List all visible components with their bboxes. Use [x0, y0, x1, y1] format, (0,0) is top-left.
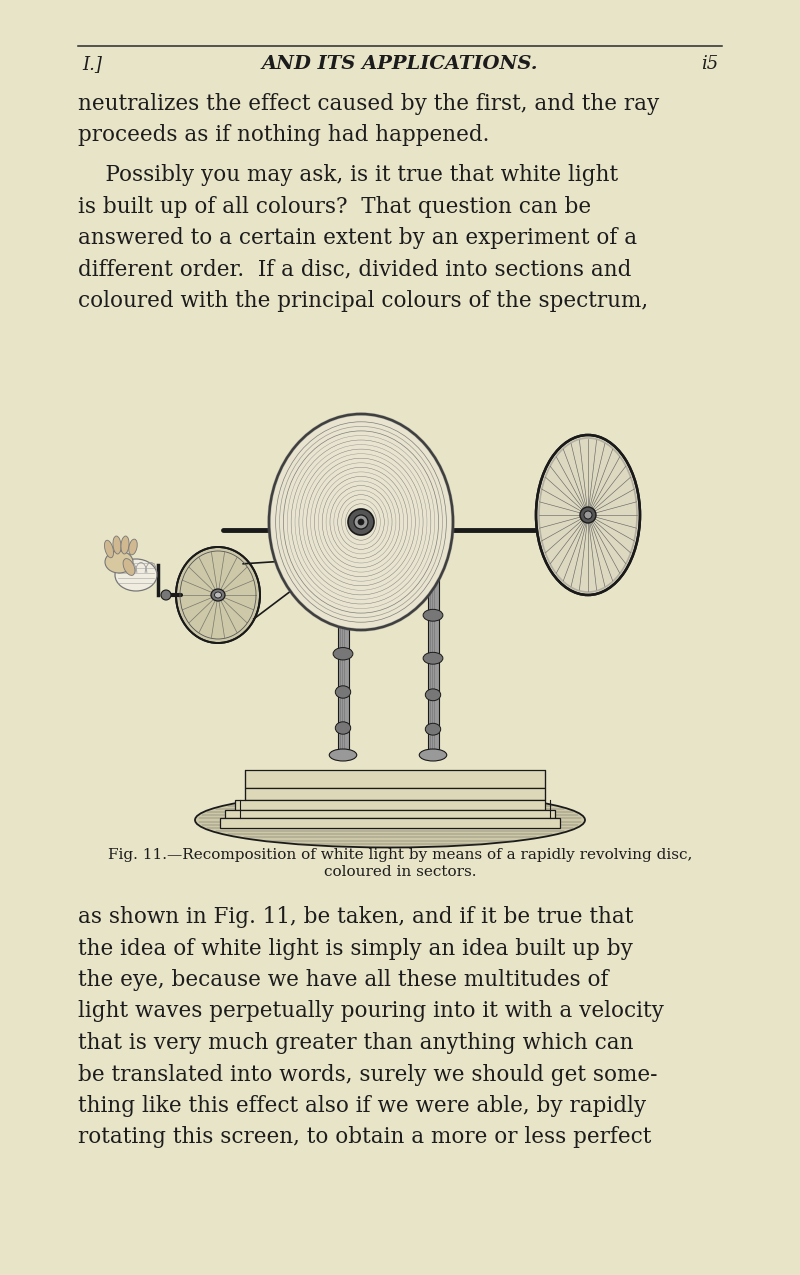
Ellipse shape [333, 603, 353, 615]
Ellipse shape [580, 507, 596, 523]
Ellipse shape [536, 435, 640, 595]
Ellipse shape [348, 509, 374, 536]
Ellipse shape [113, 536, 121, 553]
Ellipse shape [121, 536, 129, 553]
FancyBboxPatch shape [220, 819, 560, 827]
Ellipse shape [419, 748, 446, 761]
Text: is built up of all colours?  That question can be: is built up of all colours? That questio… [78, 195, 591, 218]
Ellipse shape [129, 539, 138, 555]
FancyBboxPatch shape [245, 770, 545, 788]
Text: be translated into words, surely we should get some-: be translated into words, surely we shou… [78, 1063, 658, 1085]
Text: AND ITS APPLICATIONS.: AND ITS APPLICATIONS. [262, 55, 538, 73]
Text: as shown in Fig. 11, be taken, and if it be true that: as shown in Fig. 11, be taken, and if it… [78, 907, 634, 928]
Text: light waves perpetually pouring into it with a velocity: light waves perpetually pouring into it … [78, 1001, 664, 1023]
Circle shape [334, 529, 352, 547]
Ellipse shape [333, 648, 353, 660]
Ellipse shape [358, 519, 364, 525]
Text: rotating this screen, to obtain a more or less perfect: rotating this screen, to obtain a more o… [78, 1127, 651, 1149]
Text: Fig. 11.—Recomposition of white light by means of a rapidly revolving disc,: Fig. 11.—Recomposition of white light by… [108, 848, 692, 862]
Text: answered to a certain extent by an experiment of a: answered to a certain extent by an exper… [78, 227, 637, 249]
FancyBboxPatch shape [245, 788, 545, 799]
Ellipse shape [123, 558, 135, 575]
Text: that is very much greater than anything which can: that is very much greater than anything … [78, 1031, 634, 1054]
Text: the idea of white light is simply an idea built up by: the idea of white light is simply an ide… [78, 937, 633, 960]
Text: i5: i5 [701, 55, 718, 73]
Ellipse shape [176, 547, 260, 643]
Text: different order.  If a disc, divided into sections and: different order. If a disc, divided into… [78, 259, 631, 280]
FancyBboxPatch shape [428, 541, 439, 755]
Text: proceeds as if nothing had happened.: proceeds as if nothing had happened. [78, 125, 490, 147]
Ellipse shape [426, 688, 441, 701]
Ellipse shape [419, 525, 431, 534]
FancyBboxPatch shape [235, 799, 545, 810]
Ellipse shape [426, 723, 441, 736]
Ellipse shape [319, 525, 331, 534]
Text: the eye, because we have all these multitudes of: the eye, because we have all these multi… [78, 969, 609, 991]
Ellipse shape [441, 525, 453, 534]
Ellipse shape [269, 414, 453, 630]
Ellipse shape [105, 541, 114, 557]
Ellipse shape [115, 558, 157, 592]
Ellipse shape [214, 592, 222, 598]
Text: thing like this effect also if we were able, by rapidly: thing like this effect also if we were a… [78, 1095, 646, 1117]
Ellipse shape [330, 748, 357, 761]
FancyBboxPatch shape [338, 530, 349, 755]
Ellipse shape [211, 589, 225, 601]
Ellipse shape [195, 793, 585, 848]
Ellipse shape [423, 609, 443, 621]
Circle shape [424, 539, 442, 557]
Ellipse shape [335, 686, 350, 699]
Ellipse shape [105, 551, 133, 572]
Ellipse shape [584, 511, 592, 519]
FancyBboxPatch shape [225, 810, 555, 819]
Text: coloured in sectors.: coloured in sectors. [324, 864, 476, 878]
Ellipse shape [335, 722, 350, 734]
Ellipse shape [423, 653, 443, 664]
Circle shape [161, 590, 171, 601]
Text: I.]: I.] [82, 55, 102, 73]
Text: coloured with the principal colours of the spectrum,: coloured with the principal colours of t… [78, 289, 648, 312]
Text: Possibly you may ask, is it true that white light: Possibly you may ask, is it true that wh… [78, 164, 618, 186]
Ellipse shape [426, 566, 441, 578]
Ellipse shape [354, 515, 368, 529]
Text: neutralizes the effect caused by the first, and the ray: neutralizes the effect caused by the fir… [78, 93, 659, 115]
Ellipse shape [349, 525, 361, 534]
Ellipse shape [335, 557, 350, 570]
